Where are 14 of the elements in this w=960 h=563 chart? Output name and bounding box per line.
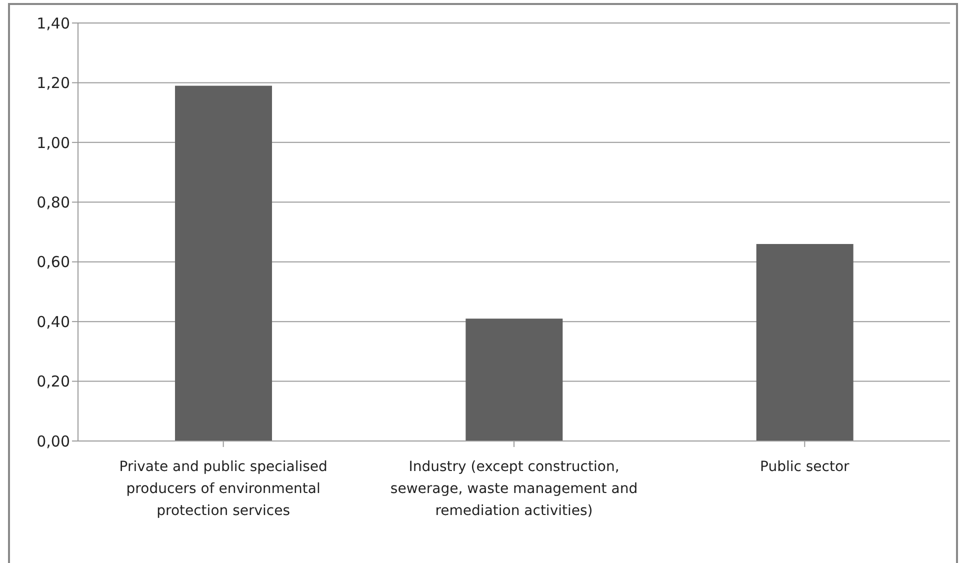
y-tick-label: 0,20	[36, 372, 70, 391]
y-tick-label: 0,00	[36, 432, 70, 450]
x-tick-label: Industry (except construction, sewerage, waste management and remediation activities)	[390, 459, 638, 519]
x-tick-label: Public sector	[760, 459, 850, 475]
bar	[175, 86, 272, 441]
bar	[756, 244, 854, 441]
y-tick-label: 1,20	[36, 74, 70, 92]
bar	[466, 318, 563, 441]
x-tick-label: Private and public specialised producers of environmental protection services	[119, 459, 328, 519]
y-tick-label: 0,40	[36, 312, 70, 331]
y-tick-label: 1,00	[36, 134, 70, 152]
y-tick-label: 0,60	[36, 253, 70, 272]
y-tick-label: 1,40	[36, 14, 70, 32]
y-tick-label: 0,80	[36, 193, 70, 212]
